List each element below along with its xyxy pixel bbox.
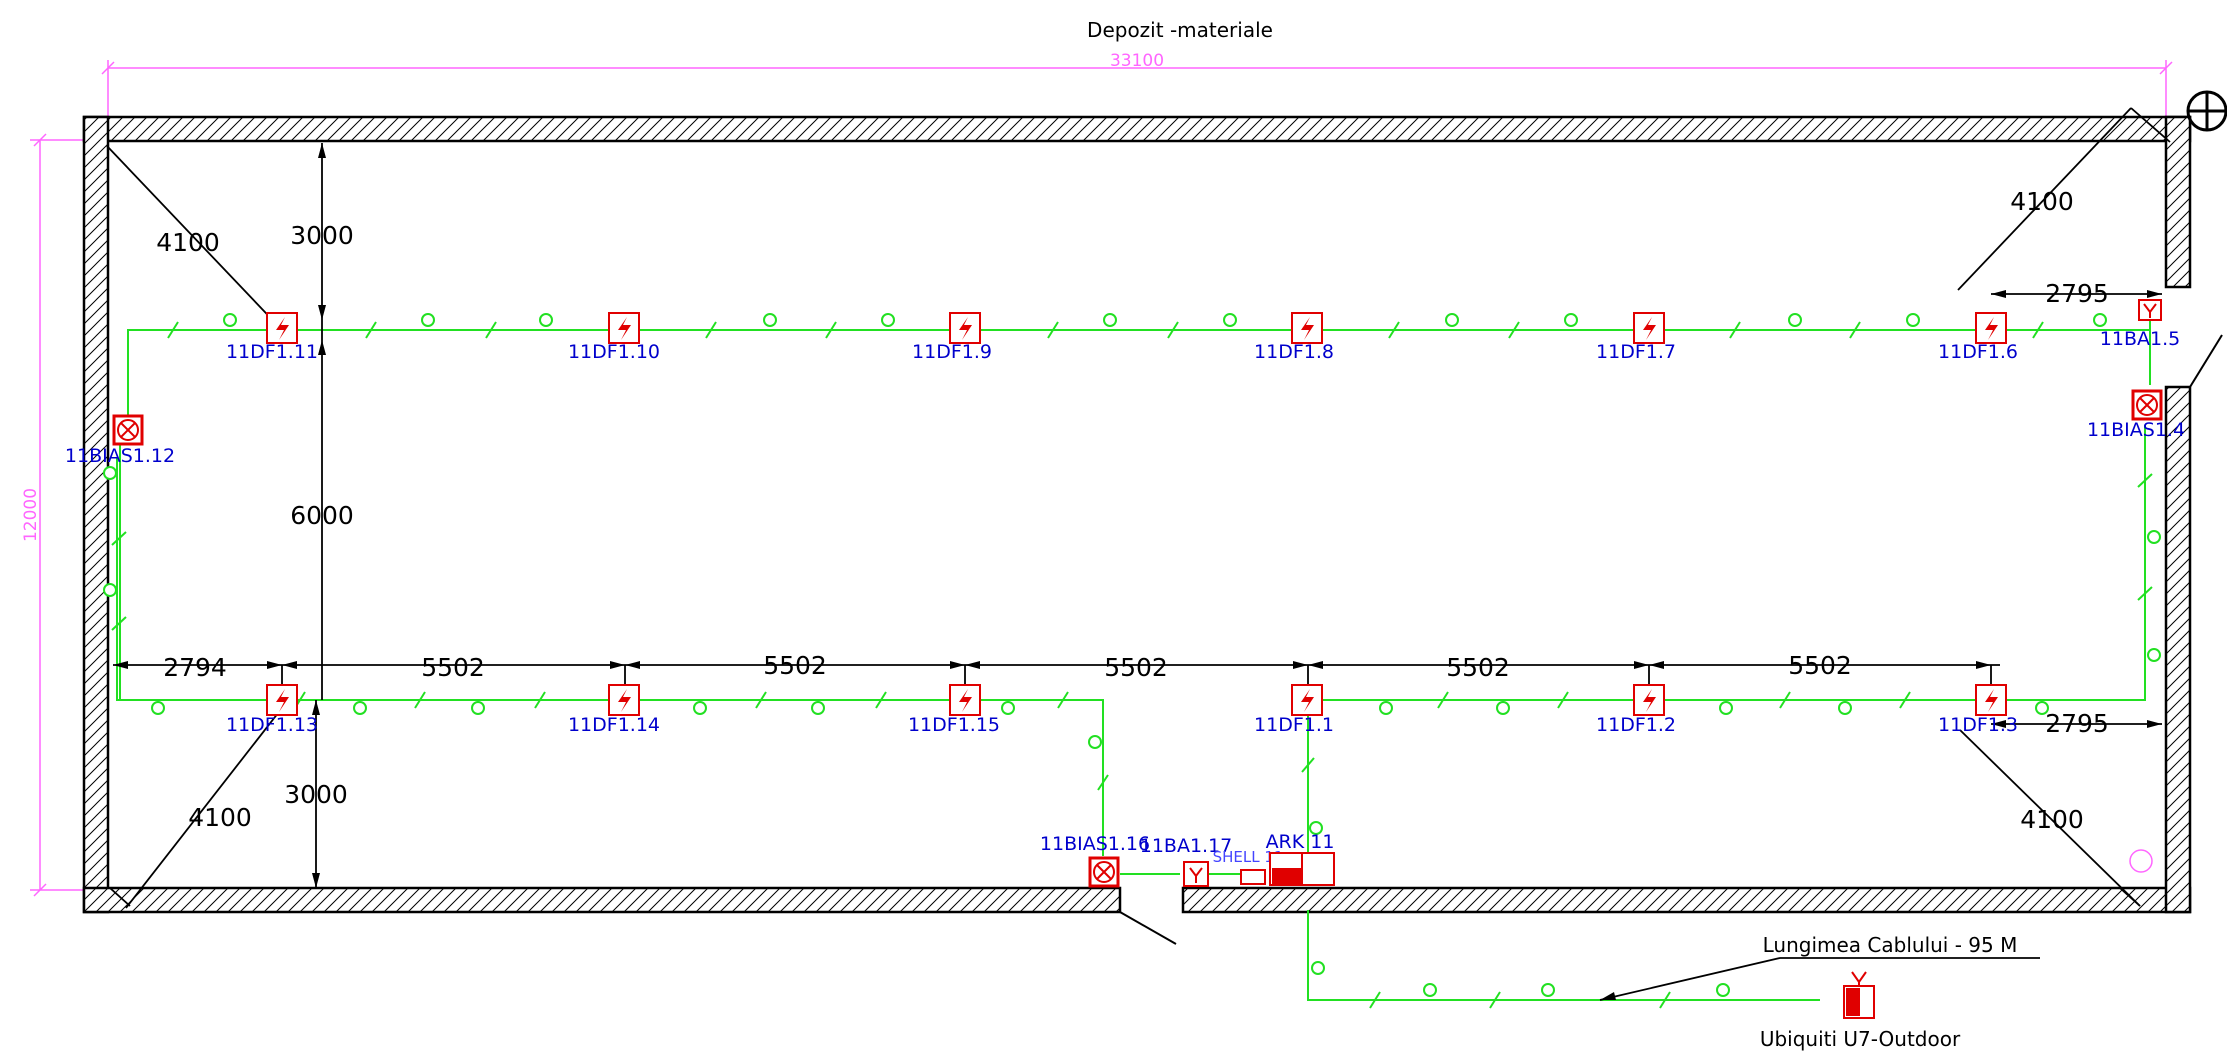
device-df-icon xyxy=(266,684,298,716)
bias-door-icon xyxy=(1088,856,1120,888)
bottom-row-labels: 11DF1.13 11DF1.14 11DF1.15 11DF1.1 11DF1… xyxy=(226,714,2018,736)
device-df-icon xyxy=(266,312,298,344)
overall-width-dimension xyxy=(101,60,2173,120)
device-label: 11DF1.8 xyxy=(1254,341,1334,363)
ark-icon xyxy=(1269,852,1335,886)
outdoor-antenna-icon xyxy=(1843,971,1875,1019)
bias-door-label: 11BIAS1.16 xyxy=(1040,833,1150,855)
dim-top-right-corner: 4100 xyxy=(2010,187,2074,216)
door-lines xyxy=(1119,334,2223,945)
device-df-icon xyxy=(949,684,981,716)
device-df-icon xyxy=(1291,312,1323,344)
dim-bottom-right-corner: 4100 xyxy=(2020,805,2084,834)
device-df-icon xyxy=(1975,312,2007,344)
overall-height-label: 12000 xyxy=(21,488,41,542)
dim-bottom-spacing-3: 5502 xyxy=(1104,653,1168,682)
plan-title: Depozit -materiale xyxy=(1087,18,1273,42)
overall-width-label: 33100 xyxy=(1110,51,1164,71)
north-symbol-icon xyxy=(2186,90,2227,132)
top-row-devices xyxy=(266,312,2007,344)
device-df-icon xyxy=(1633,312,1665,344)
device-df-icon xyxy=(1633,684,1665,716)
ba-door-icon xyxy=(1183,861,1209,887)
dim-bottom-spacing-1: 5502 xyxy=(421,653,485,682)
dim-bottom-left-corner: 4100 xyxy=(188,803,252,832)
cable-points xyxy=(103,313,2161,997)
dim-bottom-spacing-5: 5502 xyxy=(1788,651,1852,680)
bias-right-label: 11BIAS1.4 xyxy=(2087,419,2185,441)
device-label: 11DF1.1 xyxy=(1254,714,1334,736)
dim-bottom-spacing-4: 5502 xyxy=(1446,653,1510,682)
shell-icon xyxy=(1240,869,1266,885)
dim-right-offset-top: 2795 xyxy=(2045,279,2109,308)
device-label: 11DF1.3 xyxy=(1938,714,2018,736)
device-label: 11DF1.11 xyxy=(226,341,318,363)
device-label: 11DF1.13 xyxy=(226,714,318,736)
ark-label: ARK 11 xyxy=(1266,831,1335,853)
dim-top-left-corner: 4100 xyxy=(156,228,220,257)
device-label: 11DF1.10 xyxy=(568,341,660,363)
device-label: 11DF1.15 xyxy=(908,714,1000,736)
device-df-icon xyxy=(1975,684,2007,716)
shell-label: SHELL 11 xyxy=(1213,848,1284,866)
device-df-icon xyxy=(1291,684,1323,716)
ba-top-label: 11BA1.5 xyxy=(2100,328,2180,350)
dim-bottom-first: 2794 xyxy=(163,653,227,682)
dimension-arrows xyxy=(113,143,2162,1000)
device-label: 11DF1.14 xyxy=(568,714,660,736)
device-label: 11DF1.2 xyxy=(1596,714,1676,736)
outdoor-unit-label: Ubiquiti U7-Outdoor xyxy=(1760,1027,1961,1051)
device-df-icon xyxy=(949,312,981,344)
device-df-icon xyxy=(608,684,640,716)
dim-right-offset-bottom: 2795 xyxy=(2045,709,2109,738)
bottom-row-devices xyxy=(266,684,2007,716)
dimension-texts: 4100 4100 3000 6000 2795 2794 5502 5502 … xyxy=(156,187,2109,834)
top-row-labels: 11DF1.11 11DF1.10 11DF1.9 11DF1.8 11DF1.… xyxy=(226,341,2018,363)
bias-left-icon xyxy=(112,414,144,446)
dim-bottom-spacing-2: 5502 xyxy=(763,651,827,680)
marker-circle-icon xyxy=(2129,849,2153,873)
dim-vertical-bottom: 3000 xyxy=(284,780,348,809)
device-label: 11DF1.9 xyxy=(912,341,992,363)
ba-door-label: 11BA1.17 xyxy=(1140,835,1233,857)
dim-vertical-top: 3000 xyxy=(290,221,354,250)
cable-markers xyxy=(111,321,2153,1009)
dim-vertical-mid: 6000 xyxy=(290,501,354,530)
bias-left-label: 11BIAS1.12 xyxy=(65,445,175,467)
device-label: 11DF1.6 xyxy=(1938,341,2018,363)
ba-top-icon xyxy=(2138,299,2162,321)
cable-length-note: Lungimea Cablului - 95 M xyxy=(1763,933,2018,957)
device-df-icon xyxy=(608,312,640,344)
walls xyxy=(82,115,2192,914)
bias-right-icon xyxy=(2131,389,2163,421)
dimension-lines xyxy=(106,107,2171,1001)
device-label: 11DF1.7 xyxy=(1596,341,1676,363)
